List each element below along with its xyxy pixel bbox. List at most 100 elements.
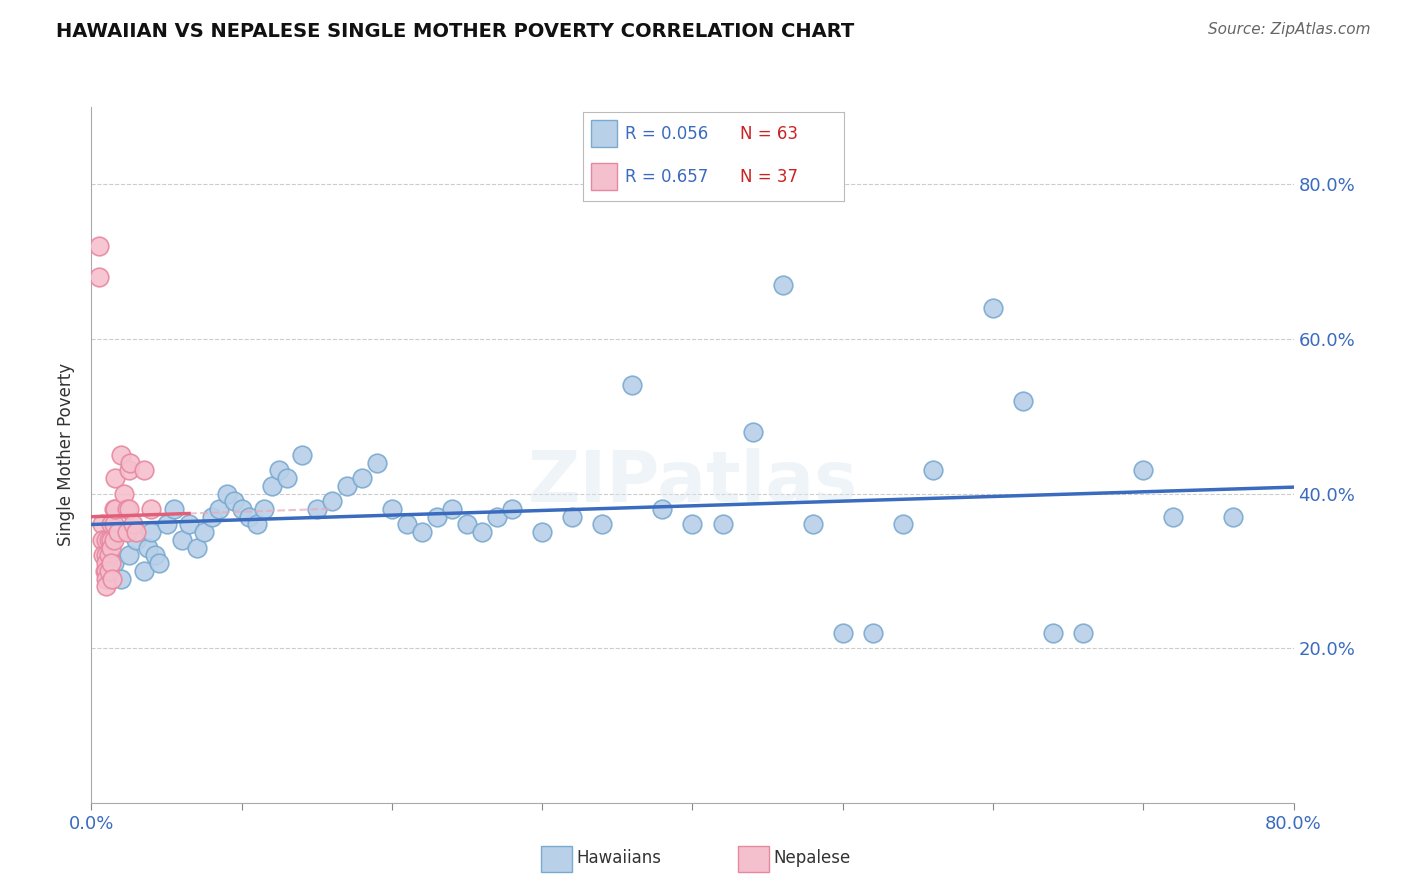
Point (98, 549, 121, 563)
Point (110, 448, 132, 462)
Point (114, 486, 136, 500)
Point (1132, 463, 1154, 477)
Text: Nepalese: Nepalese (773, 849, 851, 867)
Point (104, 502, 127, 516)
Point (94, 564, 117, 578)
Text: R = 0.056: R = 0.056 (626, 125, 709, 143)
Point (215, 486, 238, 500)
Point (231, 502, 253, 516)
Point (186, 541, 208, 555)
Point (426, 509, 449, 524)
Point (163, 502, 186, 516)
Point (87, 270, 110, 285)
Point (96, 549, 118, 563)
Point (246, 517, 269, 532)
Point (193, 525, 215, 540)
Text: Source: ZipAtlas.com: Source: ZipAtlas.com (1208, 22, 1371, 37)
Point (170, 533, 193, 547)
Point (96, 556, 118, 570)
Point (98, 533, 121, 547)
Point (118, 549, 141, 563)
Point (103, 502, 125, 516)
Point (138, 541, 160, 555)
Point (981, 301, 1004, 315)
Point (103, 556, 125, 570)
Point (395, 517, 418, 532)
Point (96, 572, 118, 586)
Text: Hawaiians: Hawaiians (576, 849, 661, 867)
Point (561, 509, 583, 524)
Point (96, 564, 118, 578)
Point (621, 378, 644, 392)
Bar (592, 120, 617, 147)
Point (201, 509, 224, 524)
Text: N = 37: N = 37 (740, 168, 797, 186)
Point (117, 502, 139, 516)
Point (118, 463, 141, 477)
Bar (592, 163, 617, 190)
Point (305, 502, 328, 516)
Point (350, 471, 373, 485)
Point (98, 564, 121, 578)
Point (90, 517, 112, 532)
Point (651, 502, 673, 516)
Point (132, 463, 155, 477)
Point (772, 277, 794, 292)
Point (253, 502, 276, 516)
Point (591, 517, 613, 532)
Point (141, 502, 163, 516)
Point (96, 579, 118, 593)
Point (366, 456, 388, 470)
Point (336, 479, 359, 493)
Point (411, 525, 433, 540)
Point (103, 533, 125, 547)
Point (125, 525, 148, 540)
Point (120, 456, 142, 470)
Point (107, 525, 129, 540)
Point (681, 517, 703, 532)
Point (238, 509, 260, 524)
Text: HAWAIIAN VS NEPALESE SINGLE MOTHER POVERTY CORRELATION CHART: HAWAIIAN VS NEPALESE SINGLE MOTHER POVER… (56, 22, 855, 41)
Point (148, 556, 170, 570)
Point (132, 564, 155, 578)
Point (101, 572, 124, 586)
Point (1161, 509, 1184, 524)
Point (87, 239, 110, 253)
Point (486, 509, 509, 524)
Point (103, 517, 125, 532)
Point (922, 463, 945, 477)
Text: R = 0.657: R = 0.657 (626, 168, 709, 186)
Point (90, 533, 112, 547)
Point (381, 502, 404, 516)
Point (501, 502, 523, 516)
Point (122, 517, 145, 532)
Point (141, 525, 163, 540)
Text: N = 63: N = 63 (740, 125, 797, 143)
Point (1071, 625, 1094, 640)
Point (741, 425, 763, 439)
Point (1042, 625, 1064, 640)
Point (711, 517, 734, 532)
Point (96, 541, 118, 555)
Point (224, 494, 246, 508)
Point (96, 533, 118, 547)
Point (177, 517, 200, 532)
Point (100, 556, 122, 570)
Text: ZIPatlas: ZIPatlas (527, 449, 858, 517)
Point (93, 549, 115, 563)
Point (100, 533, 122, 547)
Point (891, 517, 914, 532)
Point (155, 517, 177, 532)
Point (118, 502, 141, 516)
Point (110, 572, 132, 586)
Point (125, 533, 148, 547)
Point (456, 517, 478, 532)
Point (862, 625, 884, 640)
Point (321, 494, 343, 508)
Point (471, 525, 494, 540)
Point (1012, 393, 1035, 408)
Point (440, 502, 463, 516)
Y-axis label: Single Mother Poverty: Single Mother Poverty (58, 363, 76, 547)
Point (291, 448, 314, 462)
Point (801, 517, 824, 532)
